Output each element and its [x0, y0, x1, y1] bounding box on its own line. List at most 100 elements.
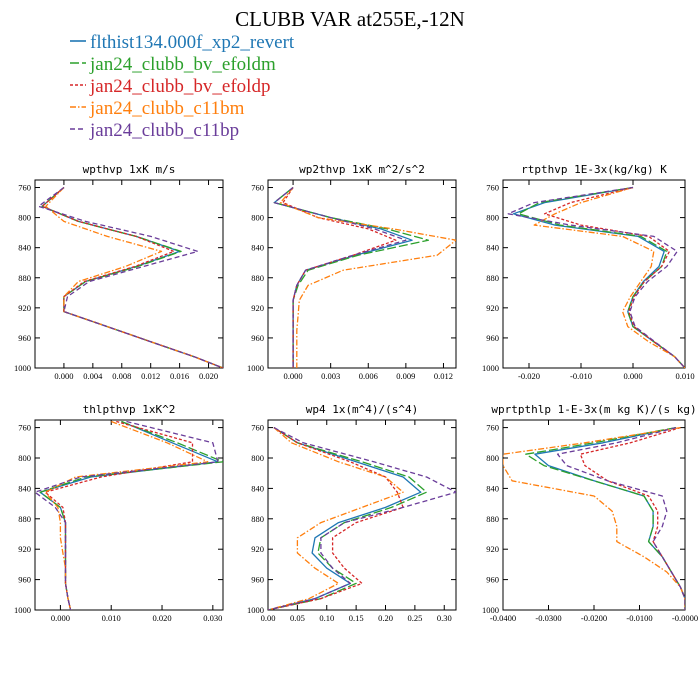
series-line-1: [512, 186, 685, 368]
plot-frame: [34, 419, 224, 611]
series-group: [35, 420, 223, 610]
y-tick-label: 840: [18, 483, 31, 493]
y-tick-label: 960: [18, 575, 31, 585]
series-line-5: [556, 426, 685, 610]
x-tick-label: -0.0100: [626, 613, 652, 623]
y-tick-label: 840: [18, 243, 31, 253]
series-line-4: [268, 427, 404, 610]
x-tick-label: 0.009: [396, 371, 415, 381]
panel-title: rtpthvp 1E-3x(kg/kg) K: [521, 163, 667, 176]
panels: wpthvp 1xK m/s76080084088092096010000.00…: [14, 163, 698, 623]
y-tick-label: 840: [251, 243, 264, 253]
y-tick-label: 800: [251, 453, 264, 463]
legend-label: jan24_clubb_bv_efoldm: [89, 54, 276, 75]
series-line-2: [39, 420, 223, 610]
y-tick-label: 920: [18, 303, 31, 313]
y-tick-label: 760: [18, 183, 31, 193]
panel-6: wprtpthlp 1-E-3x(m kg K)/(s kg) 760 800 840…: [482, 403, 698, 623]
x-tick-label: 0.012: [141, 371, 160, 381]
x-tick-label: 0.020: [152, 613, 171, 623]
y-tick-label: 1000: [247, 605, 264, 615]
series-line-2: [517, 186, 685, 368]
series-line-5: [37, 186, 223, 368]
y-tick-label: 920: [251, 544, 264, 554]
y-tick-label: 960: [251, 575, 264, 585]
panel-5: wp4 1x(m^4)/(s^4)76080084088092096010000…: [247, 403, 457, 623]
series-line-3: [543, 186, 685, 368]
y-tick-label: 760: [251, 423, 264, 433]
legend-label: jan24_clubb_c11bm: [89, 98, 245, 119]
series-group: [37, 186, 223, 368]
series-group: [503, 426, 685, 610]
y-tick-label: 840: [251, 483, 264, 493]
y-tick-label: 1000: [482, 605, 499, 615]
series-line-5: [273, 186, 407, 368]
series-line-4: [533, 186, 685, 368]
series-line-3: [41, 187, 223, 368]
series-group: [507, 186, 685, 368]
y-tick-label: 1000: [14, 363, 31, 373]
y-tick-label: 800: [486, 453, 499, 463]
figure-title: CLUBB VAR at255E,-12N: [235, 7, 465, 31]
panel-title: wp4 1x(m^4)/(s^4): [306, 403, 419, 416]
x-tick-label: -0.010: [570, 371, 592, 381]
y-tick-label: 960: [486, 333, 499, 343]
series-line-4: [279, 187, 456, 368]
x-tick-label: -0.0000: [672, 613, 698, 623]
x-tick-label: 0.016: [170, 371, 189, 381]
series-line-2: [268, 427, 428, 610]
y-tick-label: 1000: [247, 363, 264, 373]
x-tick-label: 0.000: [54, 371, 73, 381]
series-line-5: [507, 186, 685, 368]
legend-label: flthist134.000f_xp2_revert: [90, 32, 295, 53]
plot-frame: [267, 419, 457, 611]
x-tick-label: 0.008: [112, 371, 131, 381]
panel-4: thlpthvp 1xK^2 760 800 840 880 920 960 1000 0.00…: [14, 403, 224, 623]
y-tick-label: 960: [251, 333, 264, 343]
x-tick-label: 0.010: [102, 613, 121, 623]
y-tick-label: 760: [18, 423, 31, 433]
y-tick-label: 920: [251, 303, 264, 313]
x-tick-label: 0.000: [284, 371, 303, 381]
series-line-2: [41, 187, 223, 368]
y-tick-label: 880: [18, 273, 31, 283]
x-tick-label: 0.00: [261, 613, 276, 623]
x-tick-label: -0.0400: [490, 613, 516, 623]
x-tick-label: 0.15: [349, 613, 364, 623]
y-tick-label: 880: [486, 514, 499, 524]
plot-frame: [502, 419, 686, 611]
series-line-3: [282, 187, 397, 368]
x-tick-label: 0.003: [321, 371, 340, 381]
series-line-5: [268, 427, 456, 610]
series-line-4: [503, 426, 685, 610]
x-tick-label: 0.000: [51, 613, 70, 623]
y-tick-label: 800: [18, 213, 31, 223]
x-tick-label: 0.000: [623, 371, 642, 381]
y-tick-label: 920: [486, 544, 499, 554]
y-tick-label: 760: [486, 423, 499, 433]
panel-title: thlpthvp 1xK^2: [83, 403, 176, 416]
series-line-4: [45, 187, 223, 368]
x-tick-label: 0.30: [437, 613, 452, 623]
x-tick-label: 0.020: [199, 371, 218, 381]
x-tick-label: 0.004: [83, 371, 103, 381]
y-tick-label: 880: [251, 273, 264, 283]
y-tick-label: 800: [18, 453, 31, 463]
plot-frame: [34, 179, 224, 369]
series-line-4: [44, 420, 209, 610]
y-tick-label: 920: [18, 544, 31, 554]
panel-2: wp2thvp 1xK m^2/s^2 760 800 840 880 920 960 100…: [247, 163, 457, 381]
series-line-1: [39, 420, 219, 610]
y-tick-label: 880: [18, 514, 31, 524]
legend: flthist134.000f_xp2_revertjan24_clubb_bv…: [70, 32, 295, 141]
panel-3: rtpthvp 1E-3x(kg/kg) K 760 800 840 880 920 960…: [482, 163, 695, 381]
x-tick-label: 0.010: [675, 371, 694, 381]
panel-title: wpthvp 1xK m/s: [83, 163, 176, 176]
x-tick-label: 0.05: [290, 613, 305, 623]
x-tick-label: 0.030: [203, 613, 222, 623]
y-tick-label: 1000: [482, 363, 499, 373]
y-tick-label: 960: [486, 575, 499, 585]
y-tick-label: 880: [251, 514, 264, 524]
y-tick-label: 800: [251, 213, 264, 223]
series-line-1: [268, 427, 422, 610]
